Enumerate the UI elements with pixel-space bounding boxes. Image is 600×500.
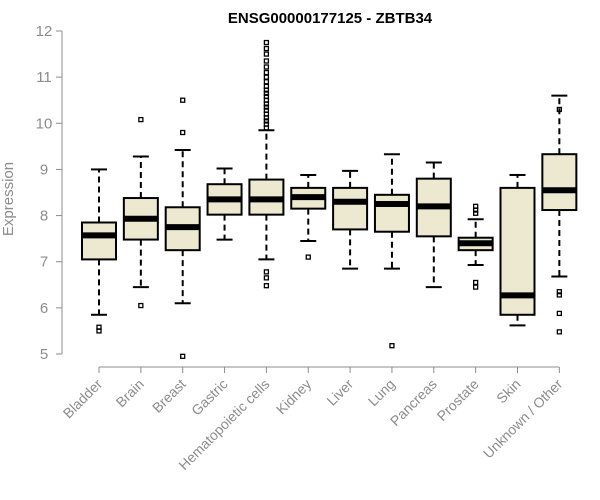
outlier-point	[264, 284, 268, 288]
outlier-point	[264, 65, 268, 69]
outlier-point	[474, 204, 478, 208]
outlier-point	[97, 325, 101, 329]
outlier-point	[264, 80, 268, 84]
x-tick-label: Lung	[365, 376, 398, 409]
box-skin	[501, 175, 535, 325]
outlier-point	[390, 344, 394, 348]
box-liver	[333, 171, 367, 269]
box-pancreas	[417, 163, 451, 288]
outlier-point	[557, 290, 561, 294]
box-hematopoietic-cells	[249, 41, 283, 288]
x-tick-label: Unknown / Other	[480, 376, 566, 462]
y-tick-label: 8	[40, 208, 48, 225]
y-tick-label: 9	[40, 161, 48, 178]
x-tick-label: Brain	[113, 376, 147, 410]
y-tick-label: 11	[36, 69, 52, 86]
box-bladder	[82, 169, 116, 332]
outlier-point	[264, 75, 268, 79]
iqr-box	[82, 222, 116, 259]
chart-title: ENSG00000177125 - ZBTB34	[228, 10, 433, 27]
outlier-point	[557, 311, 561, 315]
outlier-point	[557, 330, 561, 334]
x-tick-label: Prostate	[434, 376, 482, 424]
y-tick-label: 5	[40, 346, 48, 363]
box-gastric	[208, 169, 242, 240]
y-tick-label: 10	[36, 115, 53, 132]
iqr-box	[375, 195, 409, 232]
outlier-point	[264, 59, 268, 63]
outlier-point	[264, 84, 268, 88]
y-tick-label: 7	[40, 254, 48, 271]
outlier-point	[264, 41, 268, 45]
outlier-point	[264, 270, 268, 274]
outlier-point	[474, 285, 478, 289]
x-tick-label: Kidney	[273, 376, 315, 418]
boxplot-chart: ENSG00000177125 - ZBTB34 Expression 5 6 7 8…	[0, 0, 600, 500]
outlier-point	[181, 354, 185, 358]
box-brain	[124, 118, 158, 308]
box-lung	[375, 154, 409, 347]
outlier-point	[264, 47, 268, 51]
y-tick-label: 6	[40, 300, 48, 317]
plot-area	[82, 41, 576, 359]
iqr-box	[542, 154, 576, 210]
x-tick-label: Bladder	[60, 376, 106, 422]
iqr-box	[333, 188, 367, 230]
box-prostate	[459, 204, 493, 289]
outlier-point	[181, 131, 185, 135]
outlier-point	[474, 280, 478, 284]
x-tick-label: Liver	[323, 376, 356, 409]
outlier-point	[306, 255, 310, 259]
outlier-point	[139, 304, 143, 308]
outlier-point	[264, 52, 268, 56]
x-tick-label: Pancreas	[387, 376, 440, 429]
box-kidney	[291, 175, 325, 259]
outlier-point	[264, 276, 268, 280]
box-breast	[166, 98, 200, 358]
y-axis-label: Expression	[0, 162, 17, 236]
x-tick-label: Breast	[149, 376, 189, 416]
x-tick-label: Skin	[493, 376, 524, 407]
y-axis: 5 6 7 8 9 10 11 12	[36, 23, 62, 363]
outlier-point	[264, 71, 268, 75]
outlier-point	[181, 98, 185, 102]
box-unknown-other	[542, 96, 576, 334]
outlier-point	[139, 118, 143, 122]
y-tick-label: 12	[36, 23, 53, 40]
